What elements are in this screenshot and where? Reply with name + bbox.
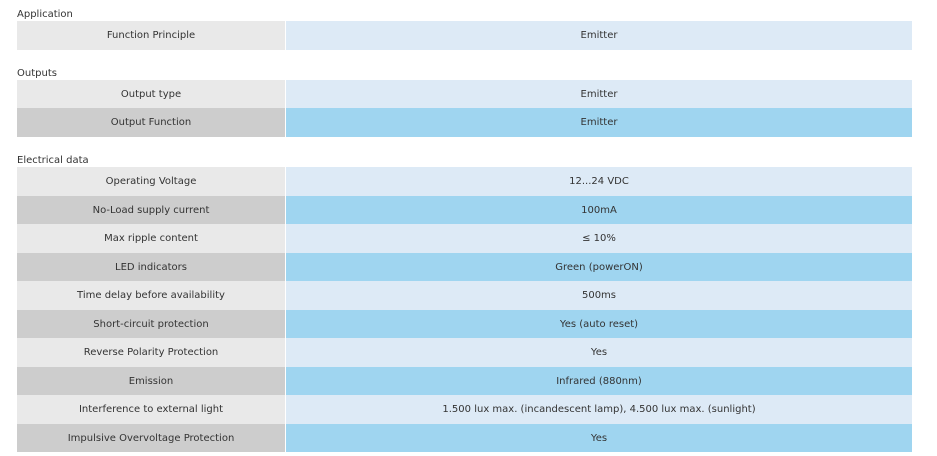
row-label: Emission	[17, 367, 285, 395]
table-row: Short-circuit protection Yes (auto reset…	[17, 310, 912, 338]
column-divider	[285, 310, 286, 338]
column-divider	[285, 80, 286, 108]
table-row: Max ripple content ≤ 10%	[17, 224, 912, 253]
row-value: Emitter	[286, 108, 912, 137]
row-label: Max ripple content	[17, 224, 285, 253]
table-row: LED indicators Green (powerON)	[17, 253, 912, 281]
table-row: Impulsive Overvoltage Protection Yes	[17, 424, 912, 452]
table-row: Function Principle Emitter	[17, 21, 912, 50]
table-row: Operating Voltage 12...24 VDC	[17, 167, 912, 196]
row-label: Function Principle	[17, 21, 285, 50]
row-label: LED indicators	[17, 253, 285, 281]
column-divider	[285, 224, 286, 253]
row-label: Output Function	[17, 108, 285, 137]
row-label: Time delay before availability	[17, 281, 285, 310]
column-divider	[285, 424, 286, 452]
row-value: Yes	[286, 424, 912, 452]
row-label: No-Load supply current	[17, 196, 285, 224]
table-row: No-Load supply current 100mA	[17, 196, 912, 224]
column-divider	[285, 108, 286, 137]
row-value: 1.500 lux max. (incandescent lamp), 4.50…	[286, 395, 912, 424]
row-label: Impulsive Overvoltage Protection	[17, 424, 285, 452]
spec-table-outputs: Output type Emitter Output Function Emit…	[17, 80, 912, 137]
row-label: Short-circuit protection	[17, 310, 285, 338]
section-title-electrical-data: Electrical data	[17, 155, 89, 166]
table-row: Interference to external light 1.500 lux…	[17, 395, 912, 424]
row-label: Output type	[17, 80, 285, 108]
row-value: 12...24 VDC	[286, 167, 912, 196]
row-value: 500ms	[286, 281, 912, 310]
column-divider	[285, 167, 286, 196]
table-row: Emission Infrared (880nm)	[17, 367, 912, 395]
table-row: Reverse Polarity Protection Yes	[17, 338, 912, 367]
section-title-outputs: Outputs	[17, 68, 57, 79]
row-value: Yes	[286, 338, 912, 367]
column-divider	[285, 253, 286, 281]
column-divider	[285, 21, 286, 50]
row-label: Interference to external light	[17, 395, 285, 424]
column-divider	[285, 281, 286, 310]
row-label: Operating Voltage	[17, 167, 285, 196]
section-title-application: Application	[17, 9, 73, 20]
table-row: Output Function Emitter	[17, 108, 912, 137]
column-divider	[285, 196, 286, 224]
row-value: Green (powerON)	[286, 253, 912, 281]
spec-table-application: Function Principle Emitter	[17, 21, 912, 50]
row-value: 100mA	[286, 196, 912, 224]
column-divider	[285, 338, 286, 367]
row-value: Emitter	[286, 80, 912, 108]
row-label: Reverse Polarity Protection	[17, 338, 285, 367]
row-value: ≤ 10%	[286, 224, 912, 253]
table-row: Output type Emitter	[17, 80, 912, 108]
column-divider	[285, 395, 286, 424]
row-value: Yes (auto reset)	[286, 310, 912, 338]
row-value: Emitter	[286, 21, 912, 50]
spec-table-electrical-data: Operating Voltage 12...24 VDC No-Load su…	[17, 167, 912, 452]
row-value: Infrared (880nm)	[286, 367, 912, 395]
column-divider	[285, 367, 286, 395]
table-row: Time delay before availability 500ms	[17, 281, 912, 310]
